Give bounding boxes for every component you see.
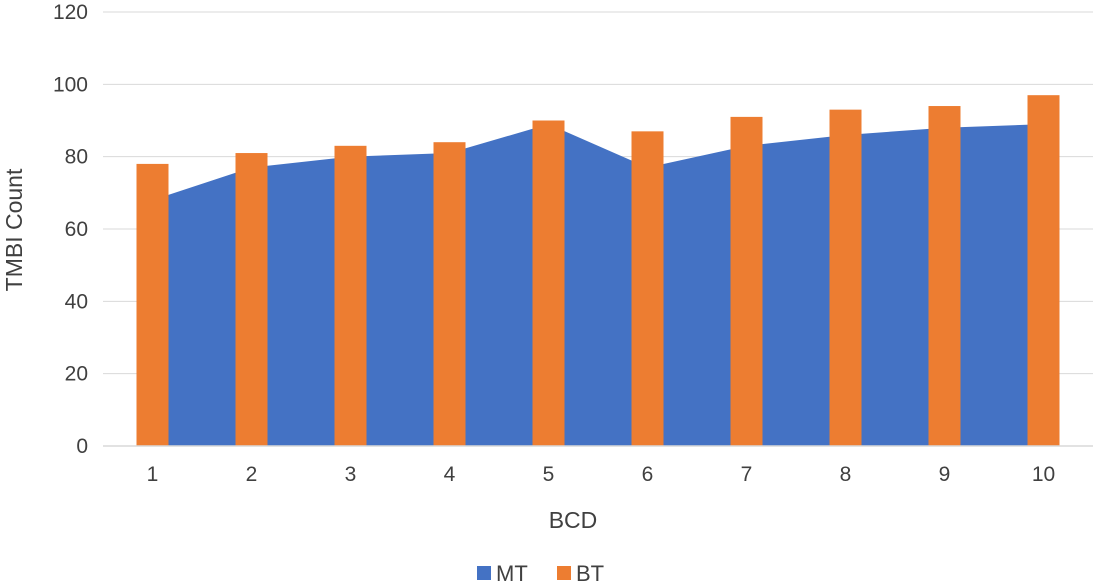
y-tick-label: 60 [65,218,88,241]
bt-bar [829,109,862,447]
bt-bar [334,145,367,447]
y-axis-title: TMBI Count [1,168,27,291]
axes: 0 20 40 60 80 100 120 1 2 3 4 5 6 7 8 9 10 [53,1,1093,486]
bt-bar [1027,95,1060,446]
mt-area-series [152,124,1044,446]
bt-bar-series [136,95,1060,447]
x-tick-label: 1 [147,463,159,486]
bt-bar [235,153,268,447]
bt-bar [928,106,961,447]
legend-label: MT [496,561,528,586]
x-tick-label: 2 [246,463,258,486]
y-tick-label: 120 [53,1,88,24]
legend-swatch [557,566,571,580]
legend-label: BT [576,561,604,586]
y-tick-label: 0 [76,435,88,458]
bt-bar [532,120,565,446]
x-tick-label: 4 [444,463,456,486]
y-tick-label: 20 [65,363,88,386]
x-tick-label: 5 [543,463,555,486]
y-tick-label: 80 [65,146,88,169]
mt-area [152,124,1044,446]
y-tick-label: 100 [53,73,88,96]
x-axis-title: BCD [549,507,598,533]
x-tick-label: 10 [1032,463,1055,486]
x-tick-label: 3 [345,463,357,486]
legend: MT BT [477,561,604,586]
x-tick-label: 6 [642,463,654,486]
x-tick-label: 7 [741,463,753,486]
x-tick-label: 9 [939,463,951,486]
bt-bar [631,131,664,446]
x-tick-label: 8 [840,463,852,486]
bt-bar [136,163,169,446]
bt-bar [433,142,466,446]
legend-swatch [477,566,491,580]
bt-bar [730,116,763,446]
y-tick-label: 40 [65,290,88,313]
